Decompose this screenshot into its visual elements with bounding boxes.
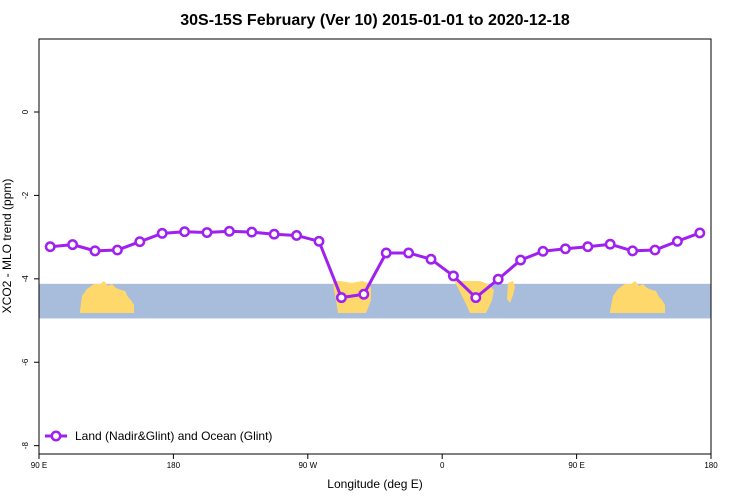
ocean-band: [39, 283, 711, 319]
x-tick-label: 90 E: [568, 461, 584, 470]
legend: Land (Nadir&Glint) and Ocean (Glint): [45, 429, 272, 443]
data-point: [67, 239, 79, 251]
data-point: [537, 245, 549, 257]
data-point: [291, 229, 303, 241]
y-tick-label: 0: [21, 109, 30, 114]
x-tick-label: 90 E: [31, 461, 47, 470]
x-axis: 90 E 180 90 W 0 90 E 180: [31, 454, 718, 470]
data-point: [246, 226, 258, 238]
data-point: [649, 244, 661, 256]
data-point: [470, 292, 482, 304]
data-point: [559, 243, 571, 255]
data-point: [111, 244, 123, 256]
x-tick-label: 0: [440, 461, 445, 470]
data-point: [358, 288, 370, 300]
data-point: [604, 238, 616, 250]
data-point: [201, 227, 213, 238]
data-point: [492, 273, 504, 285]
data-point: [515, 254, 527, 266]
data-point: [335, 292, 347, 304]
data-point: [179, 226, 191, 238]
data-point: [134, 236, 146, 248]
y-tick-label: -4: [21, 275, 30, 283]
legend-label: Land (Nadir&Glint) and Ocean (Glint): [75, 429, 272, 443]
data-point: [89, 245, 101, 257]
legend-marker-icon: [50, 430, 62, 442]
y-tick-label: -6: [21, 358, 30, 366]
data-point: [380, 247, 392, 259]
x-tick-label: 90 W: [298, 461, 317, 470]
data-point: [156, 227, 168, 239]
land-australia: [80, 281, 134, 313]
plot-frame: [38, 38, 712, 455]
data-point: [425, 253, 437, 265]
data-point: [403, 247, 415, 259]
y-axis: 0 -2 -4 -6 -8: [21, 109, 39, 449]
chart-title: 30S-15S February (Ver 10) 2015-01-01 to …: [180, 12, 570, 29]
y-tick-label: -8: [21, 442, 30, 450]
series-group: [44, 225, 706, 304]
land-madagascar: [507, 281, 515, 303]
data-point: [313, 235, 325, 247]
x-tick-label: 180: [167, 461, 181, 470]
data-point: [671, 235, 683, 247]
data-point: [582, 241, 594, 253]
data-point: [44, 241, 56, 253]
data-point: [447, 270, 459, 282]
data-point: [627, 245, 639, 257]
data-point: [268, 228, 280, 240]
y-axis-label: XCO2 - MLO trend (ppm): [0, 179, 14, 314]
land-australia-east: [610, 281, 665, 313]
x-tick-label: 180: [704, 461, 718, 470]
x-axis-label: Longitude (deg E): [327, 477, 422, 491]
data-point: [223, 225, 235, 237]
map-strip: [39, 281, 711, 319]
y-tick-label: -2: [21, 191, 30, 199]
data-point: [694, 227, 706, 239]
